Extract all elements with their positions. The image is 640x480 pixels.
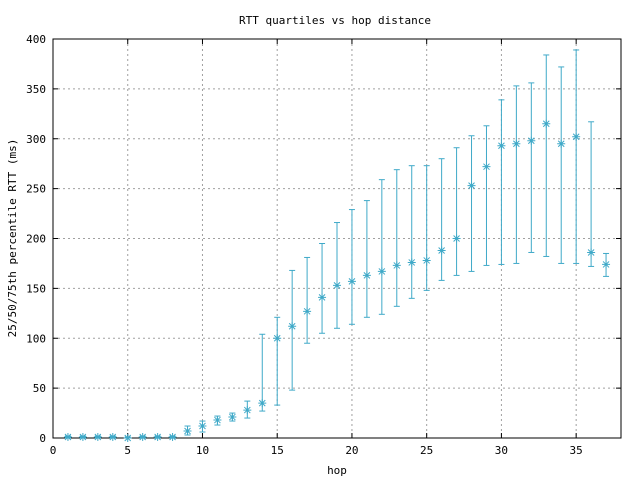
y-axis-label: 25/50/75th percentile RTT (ms) [6, 139, 19, 338]
data-point [303, 256, 312, 344]
data-point [482, 125, 491, 266]
data-point [288, 269, 297, 391]
data-point [587, 121, 596, 267]
median-marker [168, 433, 177, 442]
median-marker [347, 277, 356, 286]
median-marker [557, 139, 566, 148]
x-tick-label: 30 [495, 444, 508, 457]
data-point [392, 169, 401, 307]
median-marker [63, 433, 72, 442]
median-marker [273, 334, 282, 343]
y-tick-label: 0 [39, 432, 46, 445]
median-marker [542, 119, 551, 128]
median-marker [153, 433, 162, 442]
y-tick-label: 150 [26, 282, 46, 295]
median-marker [228, 413, 237, 422]
median-marker [407, 258, 416, 267]
median-marker [123, 434, 132, 442]
median-marker [452, 234, 461, 243]
median-marker [392, 261, 401, 270]
median-marker [512, 139, 521, 148]
data-point [407, 165, 416, 299]
y-tick-label: 250 [26, 183, 46, 196]
y-tick-label: 200 [26, 233, 46, 246]
x-tick-label: 25 [420, 444, 433, 457]
data-point [123, 434, 132, 442]
median-marker [318, 293, 327, 302]
median-marker [243, 406, 252, 415]
data-point [78, 433, 87, 442]
median-marker [377, 267, 386, 276]
data-point [138, 433, 147, 442]
y-tick-label: 50 [33, 382, 46, 395]
y-tick-label: 300 [26, 133, 46, 146]
data-point [347, 209, 356, 325]
x-tick-label: 35 [570, 444, 583, 457]
median-marker [602, 260, 611, 269]
x-tick-label: 15 [271, 444, 284, 457]
data-point [273, 316, 282, 406]
data-point [362, 200, 371, 318]
data-point [168, 433, 177, 442]
data-point [512, 85, 521, 264]
median-marker [572, 132, 581, 141]
median-marker [467, 181, 476, 190]
data-point [243, 400, 252, 419]
median-marker [198, 422, 207, 431]
data-point [63, 433, 72, 442]
y-tick-label: 400 [26, 33, 46, 46]
median-marker [587, 248, 596, 257]
data-point [542, 54, 551, 257]
x-axis-label: hop [327, 464, 347, 477]
data-point [557, 66, 566, 264]
data-point [422, 165, 431, 291]
axis-ticks: 0 50 100 150 200 250 300 350 400 0 5 10 15 20 25 30 35 [26, 33, 621, 457]
median-marker [183, 427, 192, 436]
data-point [467, 135, 476, 272]
median-marker [437, 246, 446, 255]
median-marker [93, 433, 102, 442]
x-tick-label: 20 [345, 444, 358, 457]
data-point [497, 99, 506, 265]
data-point [258, 333, 267, 412]
median-marker [138, 433, 147, 442]
chart-title: RTT quartiles vs hop distance [239, 14, 431, 27]
data-point [198, 420, 207, 433]
median-marker [422, 256, 431, 265]
data-point [377, 179, 386, 315]
median-marker [482, 162, 491, 171]
median-marker [78, 433, 87, 442]
data-point [452, 147, 461, 276]
data-point [437, 158, 446, 281]
data-point [183, 425, 192, 436]
rtt-series [63, 49, 611, 442]
median-marker [527, 136, 536, 145]
data-point [572, 49, 581, 264]
data-point [153, 433, 162, 442]
median-marker [108, 433, 117, 442]
median-marker [362, 271, 371, 280]
data-point [108, 433, 117, 442]
y-tick-label: 350 [26, 83, 46, 96]
x-tick-label: 10 [196, 444, 209, 457]
x-tick-label: 0 [50, 444, 57, 457]
data-point [93, 433, 102, 442]
median-marker [213, 416, 222, 425]
y-tick-label: 100 [26, 332, 46, 345]
data-point [318, 242, 327, 334]
data-point [527, 82, 536, 253]
median-marker [303, 307, 312, 316]
data-point [228, 412, 237, 422]
data-point [602, 252, 611, 277]
median-marker [258, 399, 267, 408]
median-marker [497, 141, 506, 150]
data-point [213, 415, 222, 426]
median-marker [333, 281, 341, 290]
median-marker [288, 322, 297, 331]
data-point [333, 222, 341, 329]
x-tick-label: 5 [124, 444, 131, 457]
